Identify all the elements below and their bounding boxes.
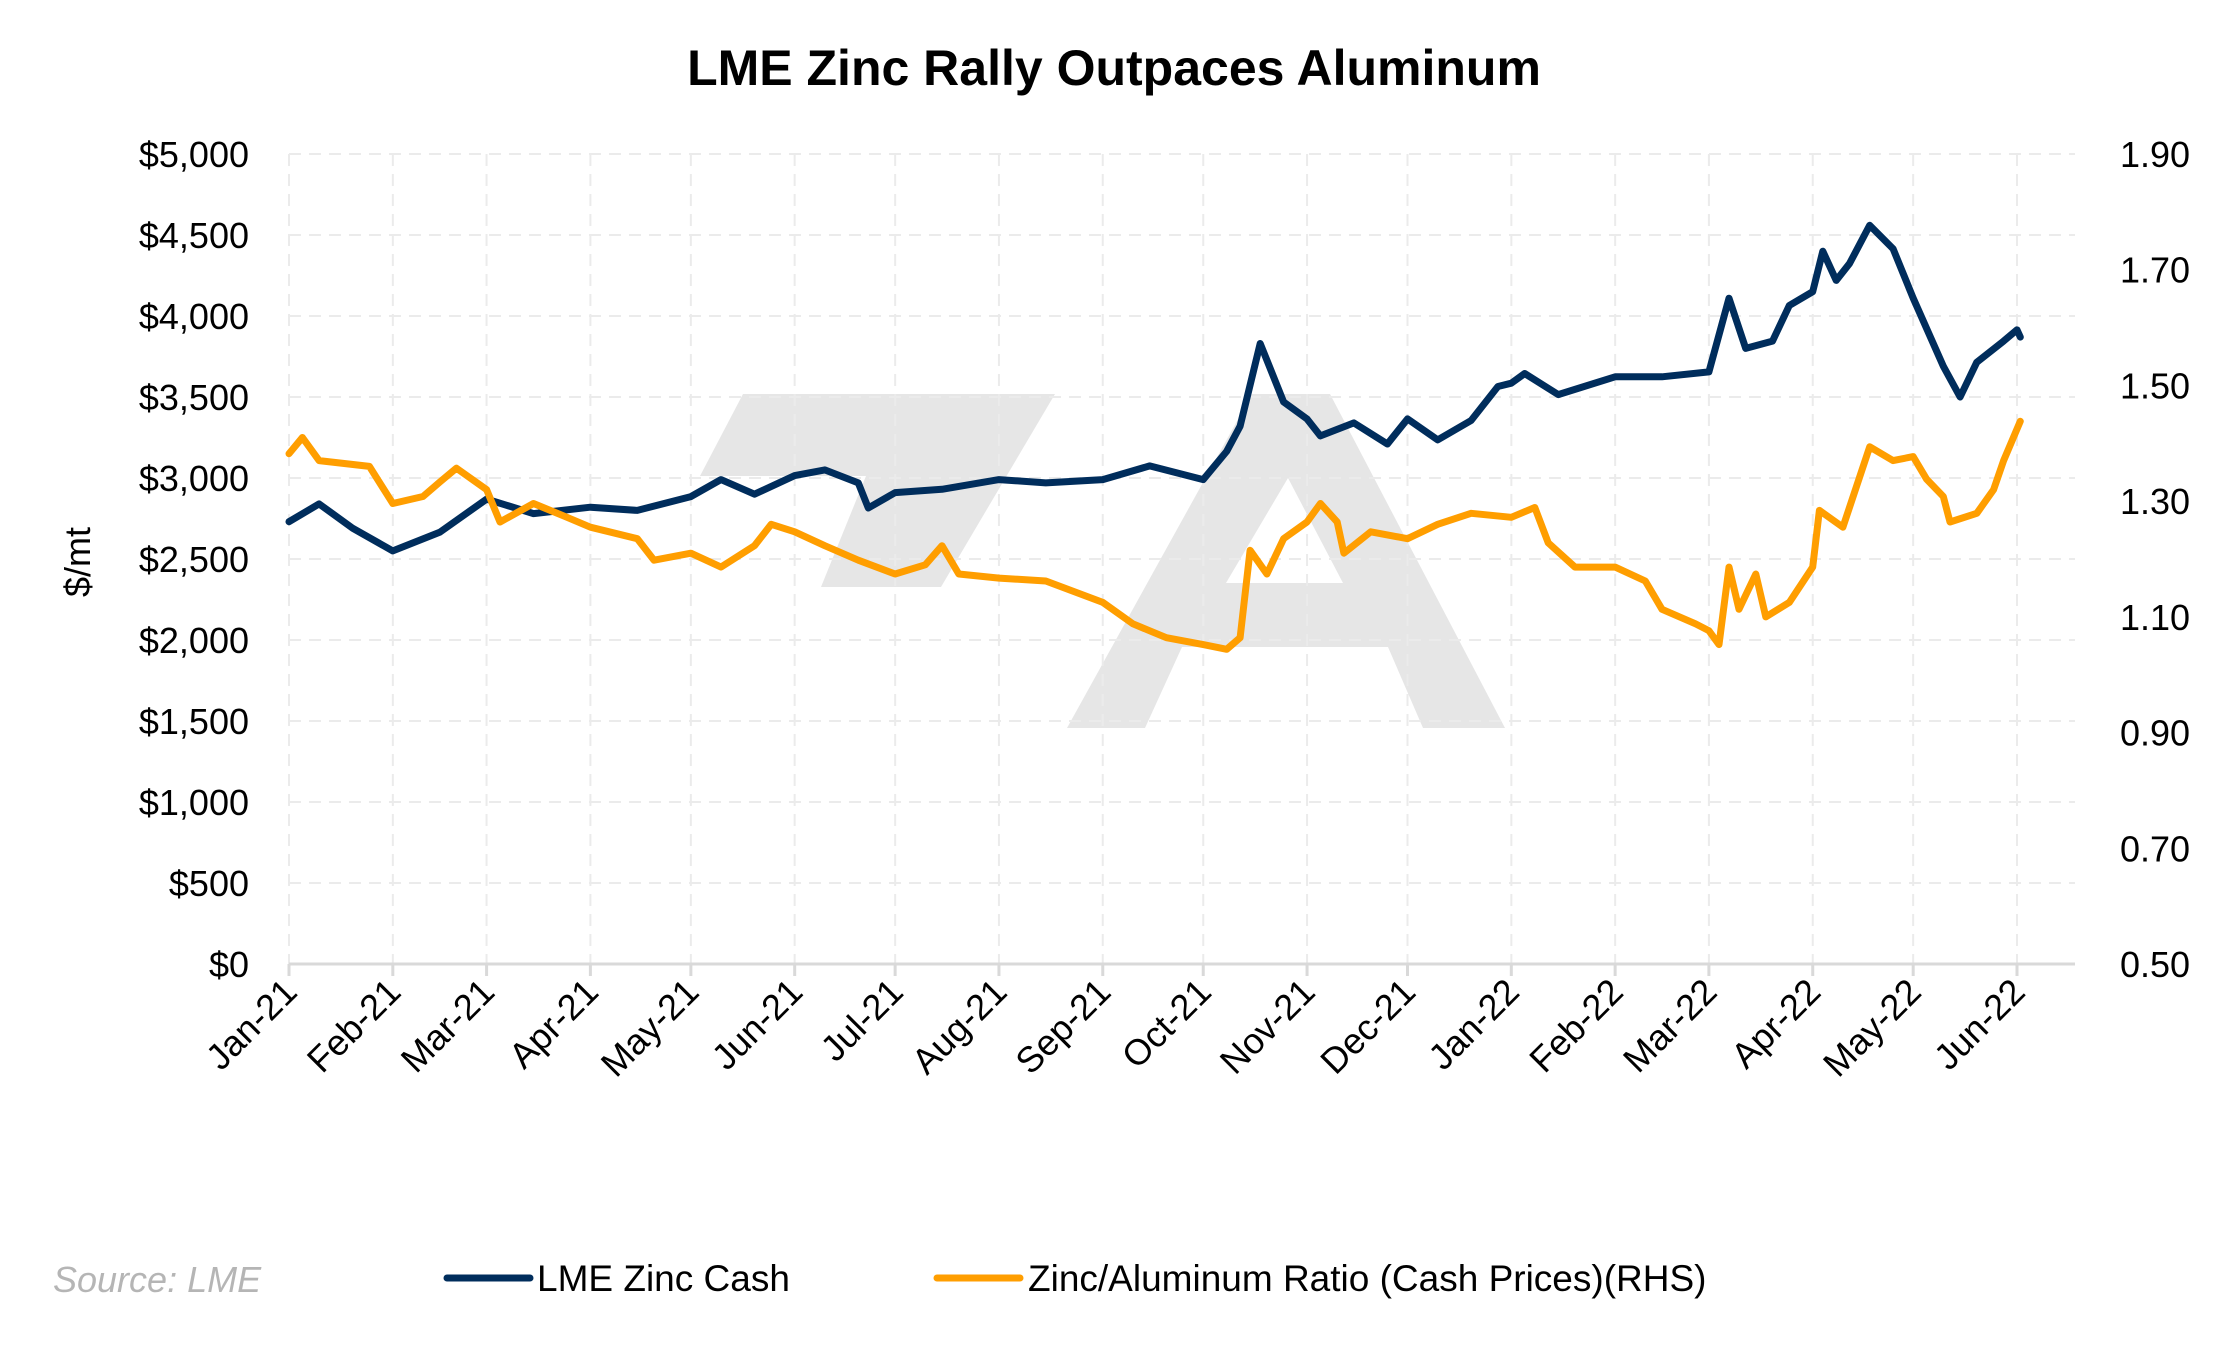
y2-tick-label: 0.50 xyxy=(2120,944,2190,985)
y-tick-label: $2,500 xyxy=(139,539,249,580)
x-tick-label: Feb-21 xyxy=(299,971,409,1081)
x-tick-label: May-21 xyxy=(593,971,707,1085)
x-tick-label: Apr-22 xyxy=(1723,971,1828,1076)
series-line-zinc-aluminum-ratio xyxy=(285,417,2024,653)
watermark-logo xyxy=(700,394,1505,728)
x-tick-label: Mar-22 xyxy=(1615,971,1725,1081)
x-tick-label: Feb-22 xyxy=(1521,971,1631,1081)
x-tick-label: Oct-21 xyxy=(1113,971,1218,1076)
y-tick-label: $0 xyxy=(209,944,249,985)
chart-title: LME Zinc Rally Outpaces Aluminum xyxy=(687,40,1541,96)
y2-tick-label: 1.70 xyxy=(2120,250,2190,291)
x-tick-label: Mar-21 xyxy=(393,971,503,1081)
y-tick-label: $5,000 xyxy=(139,134,249,175)
x-tick-label: Jun-21 xyxy=(704,971,811,1078)
y-tick-label: $3,500 xyxy=(139,377,249,418)
legend-label-ratio: Zinc/Aluminum Ratio (Cash Prices)(RHS) xyxy=(1028,1258,1706,1299)
y-tick-label: $1,500 xyxy=(139,701,249,742)
x-tick-label: Apr-21 xyxy=(501,971,606,1076)
x-tick-label: Jan-22 xyxy=(1420,971,1527,1078)
legend: Source: LME LME Zinc Cash Zinc/Aluminum … xyxy=(53,1258,1706,1300)
y-tick-label: $1,000 xyxy=(139,782,249,823)
y2-tick-label: 1.50 xyxy=(2120,365,2190,406)
watermark-seven-shape xyxy=(700,394,1055,587)
x-tick-label: Sep-21 xyxy=(1007,971,1118,1082)
x-tick-label: Jun-22 xyxy=(1926,971,2033,1078)
series-lines xyxy=(285,221,2024,653)
series-line-zinc-cash xyxy=(285,221,2024,555)
y2-tick-label: 1.10 xyxy=(2120,597,2190,638)
legend-label-zinc: LME Zinc Cash xyxy=(537,1258,790,1299)
y-tick-label: $3,000 xyxy=(139,458,249,499)
x-tick-label: Nov-21 xyxy=(1212,971,1323,1082)
x-tick-label: Jul-21 xyxy=(812,971,910,1069)
gridlines xyxy=(288,153,2075,964)
y2-tick-label: 1.30 xyxy=(2120,481,2190,522)
x-tick-label: Jan-21 xyxy=(198,971,305,1078)
y-tick-label: $4,500 xyxy=(139,215,249,256)
y-axis-label: $/mt xyxy=(57,527,98,597)
y2-tick-label: 0.90 xyxy=(2120,713,2190,754)
y-tick-label: $500 xyxy=(169,863,249,904)
y2-tick-label: 0.70 xyxy=(2120,828,2190,869)
watermark-a-shape xyxy=(1067,394,1505,728)
x-tick-label: Aug-21 xyxy=(904,971,1015,1082)
x-tick-label: Dec-21 xyxy=(1312,971,1423,1082)
y-tick-label: $2,000 xyxy=(139,620,249,661)
x-tick-label: May-22 xyxy=(1815,971,1929,1085)
y2-tick-label: 1.90 xyxy=(2120,134,2190,175)
source-note: Source: LME xyxy=(53,1259,262,1300)
y-tick-label: $4,000 xyxy=(139,296,249,337)
